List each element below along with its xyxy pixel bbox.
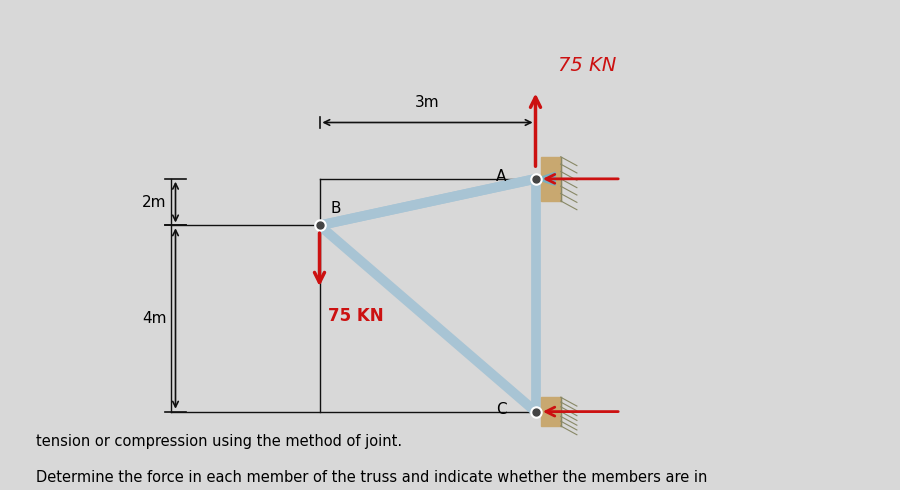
Text: 2m: 2m [142, 195, 166, 210]
Text: C: C [496, 402, 507, 417]
Text: 3m: 3m [415, 95, 440, 110]
Text: A: A [496, 170, 507, 184]
Text: 75 KN: 75 KN [558, 56, 616, 75]
Text: 4m: 4m [142, 311, 166, 326]
Bar [541, 397, 561, 426]
Text: B: B [330, 201, 341, 216]
Text: 75 KN: 75 KN [328, 307, 384, 325]
Bar [541, 157, 561, 201]
Text: Determine the force in each member of the truss and indicate whether the members: Determine the force in each member of th… [36, 470, 707, 486]
Polygon shape [536, 172, 555, 185]
Text: tension or compression using the method of joint.: tension or compression using the method … [36, 434, 402, 449]
